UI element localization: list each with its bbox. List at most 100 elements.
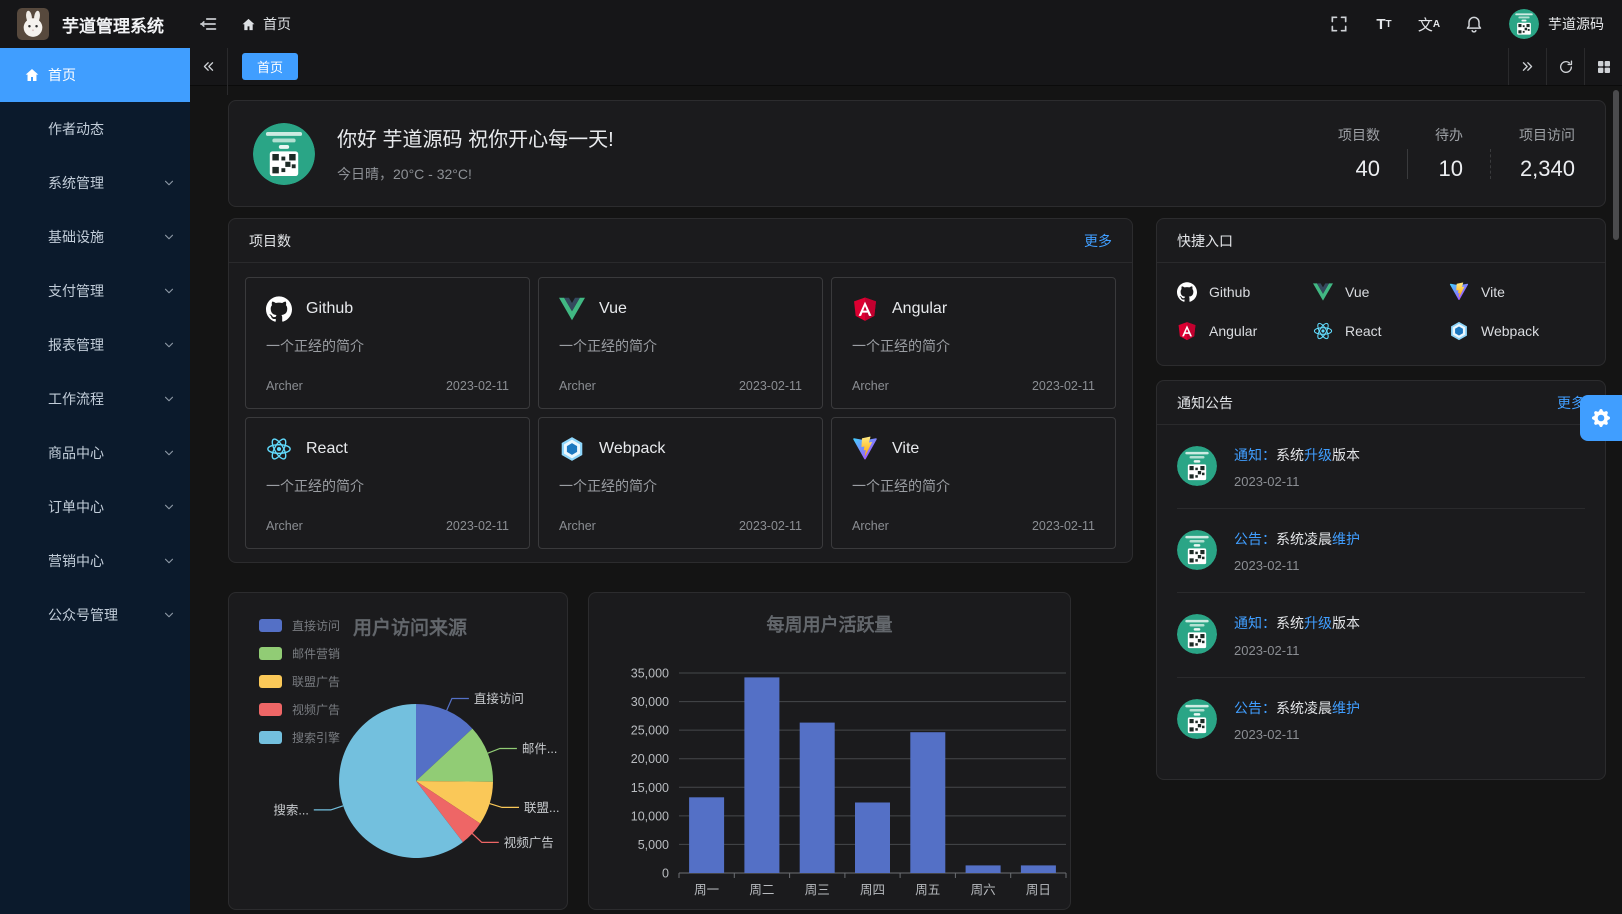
notice-title[interactable]: 通知：系统升级版本: [1234, 615, 1360, 632]
notice-avatar: [1177, 698, 1217, 739]
legend-swatch: [259, 703, 282, 716]
project-name: Vite: [892, 440, 920, 457]
tags-view-bar: 首页: [190, 38, 1622, 95]
svg-text:周四: 周四: [860, 883, 885, 897]
theme-settings-button[interactable]: [1580, 395, 1622, 441]
sidebar-item-report[interactable]: 报表管理: [0, 318, 190, 372]
user-menu[interactable]: 芋道源码: [1509, 9, 1604, 39]
sidebar-item-marketing[interactable]: 营销中心: [0, 534, 190, 588]
sidebar-item-author-trends[interactable]: 作者动态: [0, 102, 190, 156]
project-name: Github: [306, 300, 354, 317]
projects-more-link[interactable]: 更多: [1084, 232, 1112, 249]
sidebar-item-label: 工作流程: [48, 391, 104, 407]
notice-title[interactable]: 公告：系统凌晨维护: [1234, 699, 1360, 716]
sidebar-item-home[interactable]: 首页: [0, 48, 190, 102]
scrollbar-thumb[interactable]: [1613, 90, 1619, 240]
legend-item[interactable]: 视频广告: [259, 701, 340, 718]
project-author: Archer: [852, 519, 889, 533]
legend-swatch: [259, 619, 282, 632]
notice-title[interactable]: 公告：系统凌晨维护: [1234, 531, 1360, 548]
notice-avatar: [1177, 446, 1217, 486]
sidebar-item-product[interactable]: 商品中心: [0, 426, 190, 480]
welcome-avatar: [253, 122, 315, 185]
sidebar-item-system[interactable]: 系统管理: [0, 156, 190, 210]
sidebar-item-order[interactable]: 订单中心: [0, 480, 190, 534]
fullscreen-icon[interactable]: [1329, 14, 1349, 34]
legend-swatch: [259, 731, 282, 744]
shortcut-vue[interactable]: Vue: [1313, 280, 1449, 304]
shortcut-label: React: [1345, 323, 1382, 339]
legend-label: 邮件营销: [292, 647, 341, 661]
svg-text:30,000: 30,000: [631, 695, 669, 709]
tab-home[interactable]: 首页: [242, 53, 299, 80]
project-card-webpack[interactable]: Webpack 一个正经的简介 Archer 2023-02-11: [538, 417, 823, 549]
chevron-down-icon: [163, 177, 175, 189]
menu-icon: [24, 445, 40, 461]
shortcut-react[interactable]: React: [1313, 319, 1449, 343]
bar-chart-card: 每周用户活跃量 0 5,000 10,000 15,000 20,000 25,000 30…: [588, 592, 1071, 910]
shortcut-label: Webpack: [1481, 323, 1540, 339]
notices-card-title: 通知公告: [1177, 394, 1233, 411]
legend-item[interactable]: 直接访问: [259, 617, 340, 634]
sidebar-item-mp[interactable]: 公众号管理: [0, 588, 190, 642]
sidebar-item-label: 报表管理: [48, 337, 104, 353]
shortcut-webpack[interactable]: Webpack: [1449, 319, 1585, 343]
legend-item[interactable]: 联盟广告: [259, 673, 340, 690]
shortcut-vite[interactable]: Vite: [1449, 280, 1585, 304]
project-card-vite[interactable]: Vite 一个正经的简介 Archer 2023-02-11: [831, 417, 1116, 549]
bell-icon[interactable]: [1464, 14, 1484, 34]
notice-item: 通知：系统升级版本 2023-02-11: [1177, 425, 1585, 510]
project-name: Webpack: [599, 440, 666, 457]
weather-text: 今日晴，20°C - 32°C!: [337, 166, 472, 182]
vite-icon: [1449, 282, 1469, 302]
sidebar-item-pay[interactable]: 支付管理: [0, 264, 190, 318]
notice-title[interactable]: 通知：系统升级版本: [1234, 447, 1360, 463]
notices-card: 通知公告 更多 通知：系统升级版本 2023-02-11 公告：系统凌晨维护 2…: [1156, 380, 1606, 780]
tabs-scroll-right-icon[interactable]: [1508, 48, 1546, 85]
svg-text:周日: 周日: [1026, 883, 1051, 897]
shortcut-github[interactable]: Github: [1177, 280, 1313, 304]
project-date: 2023-02-11: [445, 379, 509, 393]
sidebar-item-workflow[interactable]: 工作流程: [0, 372, 190, 426]
notice-date: 2023-02-11: [1234, 474, 1300, 490]
chevron-down-icon: [163, 231, 175, 243]
project-date: 2023-02-11: [738, 379, 802, 393]
sidebar-item-label: 支付管理: [48, 283, 104, 299]
sidebar-menu: 首页 作者动态 系统管理 基础设施 支付管理 报表管理 工作流程 商品中心 订单…: [0, 48, 190, 642]
chevron-down-icon: [163, 285, 175, 297]
pie-chart: 直接访问邮件...联盟...视频广告搜索...: [273, 691, 559, 858]
project-card-github[interactable]: Github 一个正经的简介 Archer 2023-02-11: [245, 277, 530, 409]
svg-text:15,000: 15,000: [631, 781, 669, 795]
breadcrumb[interactable]: 首页: [241, 14, 291, 34]
welcome-stats: 项目数 40 待办 10 项目访问 2,340: [1338, 125, 1575, 182]
notice-avatar: [1177, 530, 1217, 571]
sidebar-fold-icon[interactable]: [198, 14, 218, 34]
greeting-text: 你好 芋道源码 祝你开心每一天!: [337, 129, 614, 151]
menu-icon: [24, 553, 40, 569]
svg-text:周二: 周二: [749, 883, 774, 897]
projects-card-title: 项目数: [249, 232, 291, 249]
project-card-angular[interactable]: Angular 一个正经的简介 Archer 2023-02-11: [831, 277, 1116, 409]
legend-item[interactable]: 邮件营销: [259, 645, 340, 662]
shortcut-angular[interactable]: Angular: [1177, 319, 1313, 343]
refresh-icon[interactable]: [1546, 48, 1584, 85]
chevron-down-icon: [163, 447, 175, 459]
user-name: 芋道源码: [1548, 16, 1604, 32]
tabs-scroll-left-icon[interactable]: [190, 38, 228, 95]
sidebar-item-label: 公众号管理: [48, 607, 118, 623]
notice-item: 公告：系统凌晨维护 2023-02-11: [1177, 509, 1585, 594]
notices-more-link[interactable]: 更多: [1557, 394, 1585, 411]
stat-todo: 待办 10: [1435, 127, 1463, 181]
legend-item[interactable]: 搜索引擎: [259, 729, 340, 746]
sidebar-item-label: 系统管理: [48, 175, 104, 191]
tabs-menu-grid-icon[interactable]: [1584, 48, 1622, 85]
project-card-vue[interactable]: Vue 一个正经的简介 Archer 2023-02-11: [538, 277, 823, 409]
pie-chart-title: 用户访问来源: [353, 618, 468, 639]
sidebar-item-label: 基础设施: [48, 229, 104, 245]
project-card-react[interactable]: React 一个正经的简介 Archer 2023-02-11: [245, 417, 530, 549]
sidebar-item-infra[interactable]: 基础设施: [0, 210, 190, 264]
